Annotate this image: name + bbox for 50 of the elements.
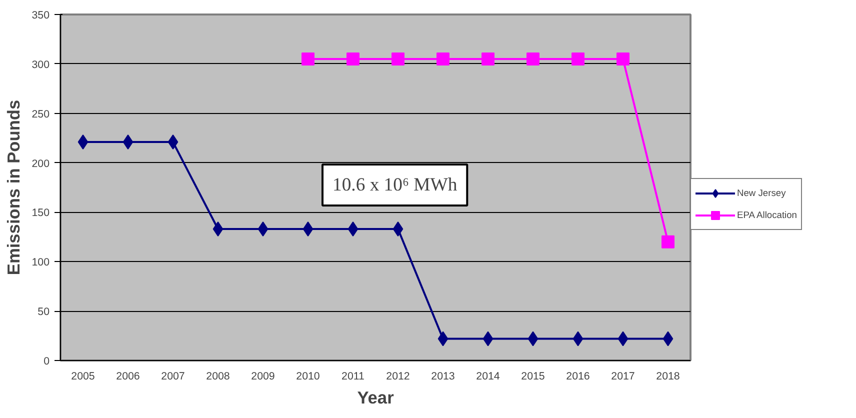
y-tick-label: 100 bbox=[32, 256, 50, 269]
point bbox=[212, 222, 224, 237]
x-tick-label: 2017 bbox=[611, 370, 635, 382]
point bbox=[572, 52, 584, 66]
point bbox=[482, 52, 494, 66]
x-tick-label: 2015 bbox=[521, 370, 545, 382]
y-axis-title: Emissions in Pounds bbox=[4, 100, 24, 276]
y-tick-label: 50 bbox=[38, 306, 50, 318]
y-tick-label: 0 bbox=[44, 356, 50, 368]
point bbox=[662, 331, 674, 346]
point bbox=[482, 331, 494, 346]
legend-label: New Jersey bbox=[737, 188, 786, 198]
y-tick-label: 200 bbox=[32, 158, 50, 170]
point bbox=[616, 52, 630, 66]
point bbox=[168, 134, 178, 150]
x-tick-label: 2014 bbox=[476, 370, 500, 382]
point bbox=[526, 52, 540, 66]
x-axis-title: Year bbox=[357, 388, 394, 408]
x-tick-label: 2018 bbox=[656, 370, 680, 382]
y-tick-label: 300 bbox=[32, 58, 50, 71]
point bbox=[438, 331, 448, 346]
point bbox=[302, 222, 314, 237]
point bbox=[618, 331, 628, 346]
point bbox=[662, 235, 674, 248]
y-tick-label: 250 bbox=[32, 108, 50, 120]
annotation: 10.6 x 10⁶ MWh bbox=[332, 174, 458, 196]
x-tick-label: 2016 bbox=[566, 370, 590, 382]
point bbox=[392, 52, 404, 66]
x-tick-label: 2009 bbox=[251, 370, 275, 382]
legend-label: EPA Allocation bbox=[737, 210, 797, 220]
point bbox=[436, 52, 450, 66]
x-tick-label: 2011 bbox=[342, 370, 365, 382]
x-tick-label: 2005 bbox=[71, 370, 95, 382]
point bbox=[302, 52, 314, 66]
x-tick-label: 2008 bbox=[206, 370, 230, 382]
point bbox=[392, 222, 404, 237]
y-tick-label: 350 bbox=[32, 10, 50, 22]
x-tick-label: 2013 bbox=[431, 370, 455, 382]
x-tick-label: 2007 bbox=[161, 370, 185, 382]
point bbox=[78, 134, 88, 150]
point bbox=[528, 331, 538, 346]
y-tick-label: 150 bbox=[32, 207, 50, 220]
point bbox=[572, 331, 584, 346]
x-tick-label: 2012 bbox=[386, 370, 410, 382]
x-tick-label: 2006 bbox=[116, 370, 140, 382]
point bbox=[348, 222, 358, 237]
x-tick-label: 2010 bbox=[296, 370, 320, 382]
point bbox=[346, 52, 360, 66]
point bbox=[122, 134, 134, 150]
point bbox=[258, 222, 268, 237]
